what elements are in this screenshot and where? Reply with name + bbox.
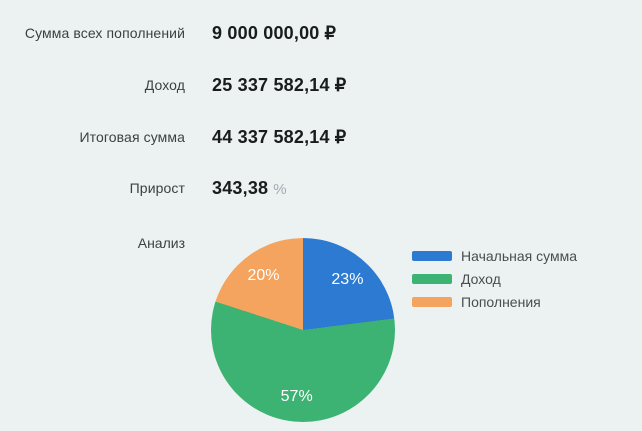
analysis-label: Анализ (137, 235, 185, 251)
currency-symbol: ₽ (334, 74, 347, 95)
currency-symbol: ₽ (324, 22, 337, 43)
legend-color-swatch (412, 296, 452, 307)
stat-amount: 9 000 000,00 (212, 22, 320, 43)
legend-item[interactable]: Начальная сумма (412, 244, 577, 267)
legend-item-label: Доход (461, 270, 501, 287)
legend-color-swatch (412, 250, 452, 261)
currency-symbol: ₽ (334, 126, 347, 147)
chart-legend: Начальная сумма Доход Пополнения (412, 244, 577, 313)
stat-label: Итоговая сумма (79, 129, 185, 145)
pie-chart[interactable]: 23% 57% 20% (211, 238, 395, 422)
stat-amount: 343,38 (212, 177, 269, 198)
legend-item-label: Начальная сумма (461, 247, 577, 264)
stat-row-total-deposits: Сумма всех пополнений 9 000 000,00 ₽ (0, 20, 336, 46)
legend-item[interactable]: Доход (412, 267, 577, 290)
pie-slice-label: 20% (247, 266, 280, 284)
legend-item-label: Пополнения (461, 293, 541, 310)
stat-label: Прирост (129, 180, 185, 196)
stat-value: 44 337 582,14 ₽ (212, 127, 346, 148)
stat-row-final-amount: Итоговая сумма 44 337 582,14 ₽ (0, 124, 346, 150)
legend-item[interactable]: Пополнения (412, 290, 577, 313)
stat-row-income: Доход 25 337 582,14 ₽ (0, 72, 346, 98)
stat-row-growth: Прирост 343,38% (0, 175, 287, 201)
stat-value: 343,38% (212, 178, 287, 199)
stat-value: 25 337 582,14 ₽ (212, 75, 346, 96)
stat-amount: 25 337 582,14 (212, 74, 330, 95)
stat-label: Доход (144, 77, 185, 93)
legend-color-swatch (412, 273, 452, 284)
stat-label: Сумма всех пополнений (24, 25, 185, 41)
stat-amount: 44 337 582,14 (212, 126, 330, 147)
pie-slice-label: 57% (280, 387, 313, 405)
pie-slice-label: 23% (331, 270, 364, 288)
percent-symbol: % (273, 180, 287, 198)
stat-value: 9 000 000,00 ₽ (212, 23, 336, 44)
